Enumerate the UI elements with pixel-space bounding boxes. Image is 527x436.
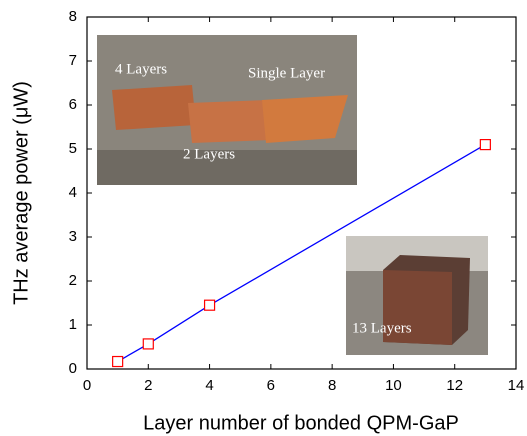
y-tick-label: 7 (69, 52, 77, 69)
inset-photo-1: 4 Layers Single Layer 2 Layers (97, 35, 357, 185)
inset-label: Single Layer (248, 65, 325, 81)
x-tick-label: 8 (328, 377, 336, 394)
x-tick-label: 6 (267, 377, 275, 394)
data-point (143, 339, 153, 349)
data-point (205, 300, 215, 310)
y-tick-label: 0 (69, 360, 77, 377)
y-tick-label: 2 (69, 272, 77, 289)
inset-label: 13 Layers (352, 320, 412, 336)
x-tick-label: 2 (144, 377, 152, 394)
crystal (262, 95, 348, 143)
data-point (113, 357, 123, 367)
y-tick-label: 4 (69, 184, 77, 201)
x-tick-label: 14 (508, 377, 525, 394)
y-tick-label: 6 (69, 96, 77, 113)
crystal (188, 100, 272, 143)
x-tick-label: 0 (83, 377, 91, 394)
crystal (112, 85, 196, 130)
y-tick-label: 1 (69, 316, 77, 333)
x-tick-label: 4 (205, 377, 213, 394)
x-tick-label: 12 (446, 377, 463, 394)
inset-label: 2 Layers (183, 146, 235, 162)
data-point (480, 140, 490, 150)
x-axis-label: Layer number of bonded QPM-GaP (143, 412, 459, 434)
y-tick-label: 8 (69, 8, 77, 25)
page: 4 Layers Single Layer 2 Layers 13 Layers… (0, 0, 527, 436)
x-tick-label: 10 (385, 377, 402, 394)
chart: 4 Layers Single Layer 2 Layers 13 Layers… (0, 0, 527, 436)
y-axis-label: THz average power (μW) (10, 81, 32, 305)
y-tick-label: 5 (69, 140, 77, 157)
y-tick-label: 3 (69, 228, 77, 245)
inset-label: 4 Layers (115, 61, 167, 77)
inset-photo-2: 13 Layers (346, 236, 488, 355)
